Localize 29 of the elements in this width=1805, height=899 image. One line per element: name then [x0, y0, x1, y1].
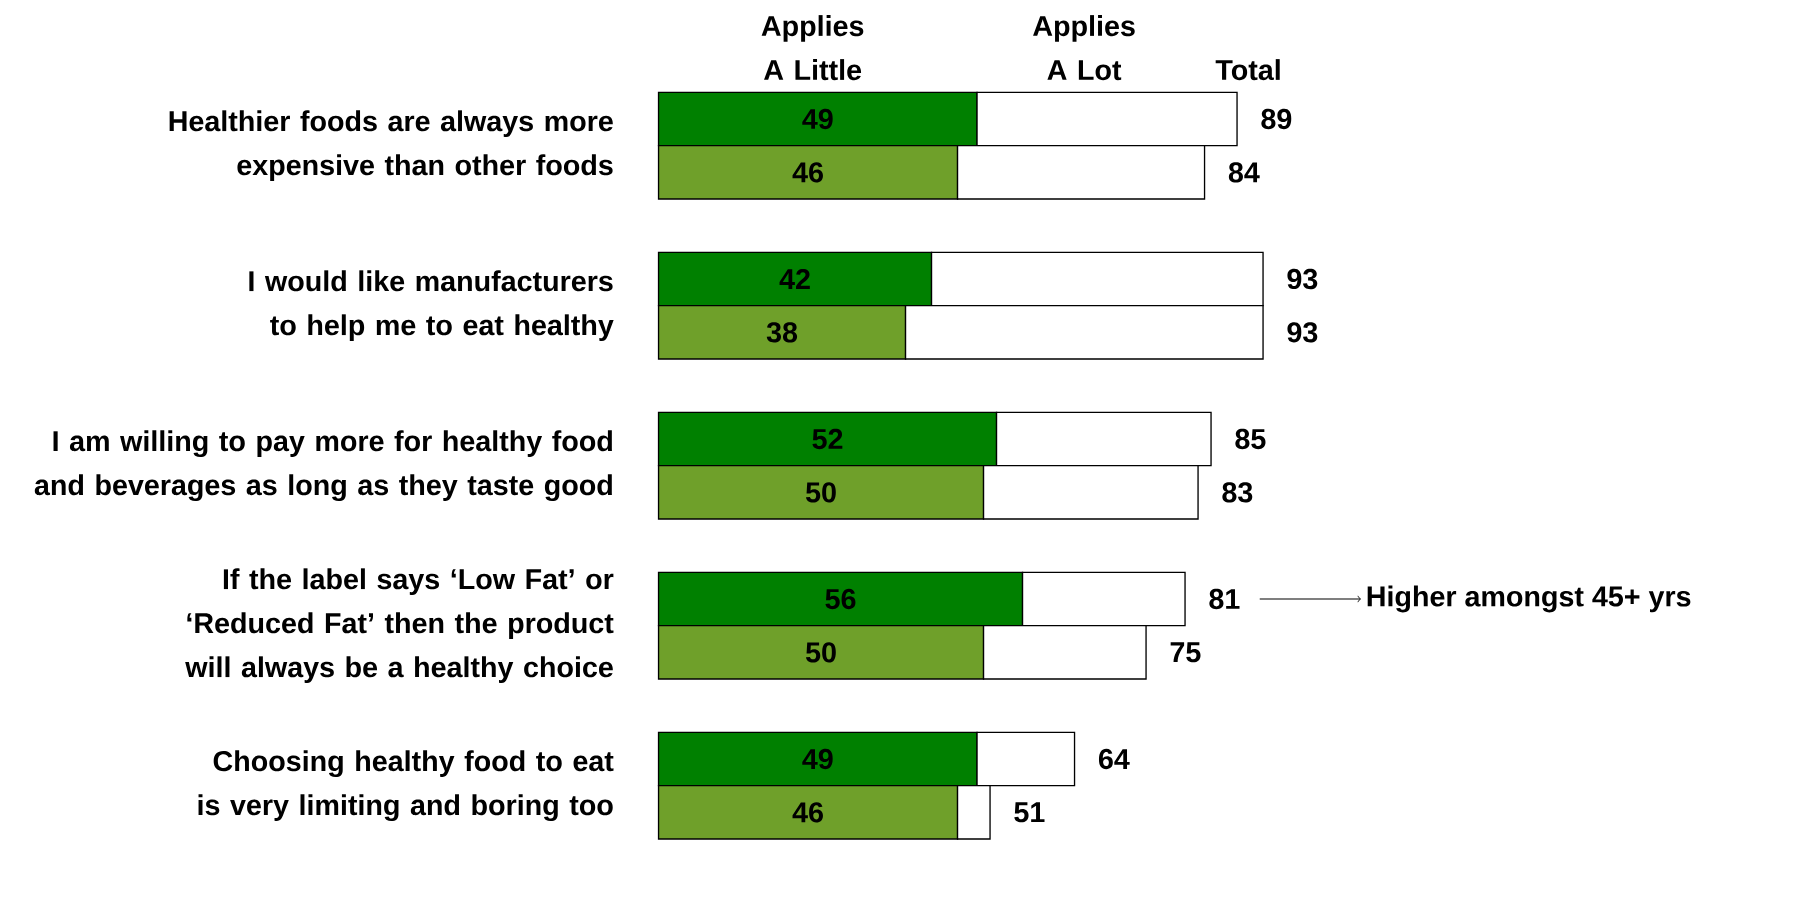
annotation: Applies A Lot: [1033, 15, 1135, 81]
total-label: 83: [1222, 482, 1253, 503]
total-label: 75: [1170, 642, 1201, 663]
text: Higher amongst 45+ yrs: [1367, 585, 1691, 613]
data-label: 56: [825, 588, 856, 610]
data-label: 49: [802, 108, 833, 130]
total-label: 84: [1228, 162, 1260, 183]
data-label: 46: [792, 802, 823, 823]
annotation: Applies A Little: [761, 15, 864, 81]
total-label: 89: [1261, 108, 1292, 130]
total-label: 64: [1098, 748, 1130, 770]
y-tick-label: I would like manufacturers to help me to eat healthy: [249, 270, 614, 342]
y-tick-label: Healthier foods are always more expensive than other foods: [169, 110, 613, 182]
total-label: 85: [1235, 428, 1266, 450]
y-tick-label: Choosing healthy food to eat is very limiting and boring too: [198, 750, 614, 822]
data-label: 52: [812, 428, 843, 450]
data-label: 42: [779, 269, 810, 290]
total-label: 51: [1014, 802, 1045, 823]
total-label: 81: [1209, 588, 1240, 610]
total-label: 93: [1287, 268, 1318, 290]
y-tick-label: If the label says ‘Low Fat’ or ‘Reduced Fat’ then the product will always be a healthy choice: [185, 568, 614, 684]
annotation: Total: [1215, 59, 1280, 81]
data-label: 46: [792, 162, 823, 183]
data-label: 49: [802, 748, 833, 770]
y-tick-label: I am willing to pay more for healthy food and beverages as long as they taste good: [34, 430, 612, 502]
data-label: 38: [766, 322, 798, 343]
data-label: 50: [805, 642, 836, 663]
total-label: 93: [1287, 322, 1318, 343]
data-label: 50: [805, 482, 836, 503]
